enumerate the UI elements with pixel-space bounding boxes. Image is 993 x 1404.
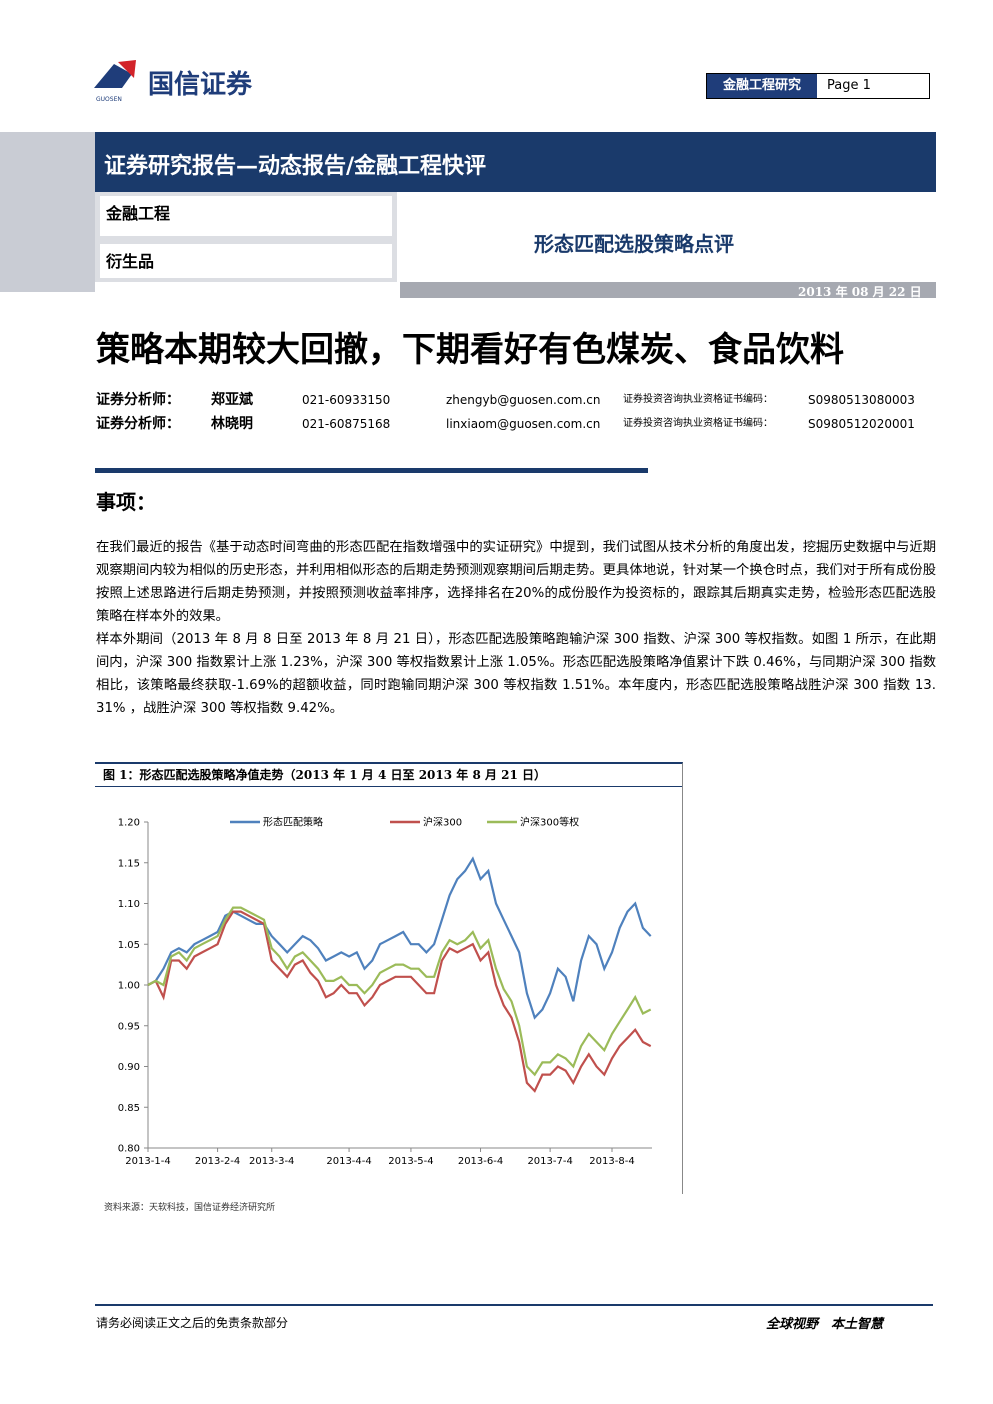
logo-en: GUOSEN bbox=[96, 96, 122, 103]
date: 2013 年 08 月 22 日 bbox=[798, 285, 922, 299]
x-tick-label: 2013-6-4 bbox=[458, 1156, 503, 1167]
series-line bbox=[147, 906, 652, 1077]
analyst-cert-label: 证券投资咨询执业资格证书编码： bbox=[623, 418, 773, 429]
logo-text: 国信证券 bbox=[148, 70, 253, 100]
source: 资料来源：天软科技，国信证券经济研究所 bbox=[104, 1203, 276, 1213]
date-bar bbox=[400, 282, 936, 298]
legend-label: 沪深300 bbox=[423, 816, 462, 829]
y-tick-label: 0.90 bbox=[118, 1062, 140, 1073]
series-line bbox=[147, 856, 652, 1020]
body: 在我们最近的报告《基于动态时间弯曲的形态匹配在指数增强中的实证研究》中提到，我们… bbox=[96, 536, 936, 720]
x-tick-label: 2013-4-4 bbox=[326, 1156, 371, 1167]
analyst-cert: S0980513080003 bbox=[808, 393, 915, 407]
figure-title: 图 1：形态匹配选股策略净值走势（2013 年 1 月 4 日至 2013 年 … bbox=[103, 768, 547, 782]
series-line bbox=[147, 910, 652, 1093]
banner-title: 证券研究报告—动态报告/金融工程快评 bbox=[104, 153, 487, 179]
rule bbox=[95, 468, 648, 473]
analyst-phone: 021-60875168 bbox=[302, 417, 391, 431]
footer-right: 全球视野 本土智慧 bbox=[766, 1317, 884, 1332]
x-tick-label: 2013-8-4 bbox=[589, 1156, 634, 1167]
analyst-name: 郑亚斌 bbox=[211, 392, 253, 408]
rule bbox=[95, 1304, 933, 1306]
chart: 1.201.151.101.051.000.950.900.850.802013… bbox=[118, 816, 652, 1167]
x-tick-label: 2013-1-4 bbox=[125, 1156, 170, 1167]
y-tick-label: 1.20 bbox=[118, 818, 140, 829]
x-tick-label: 2013-5-4 bbox=[388, 1156, 433, 1167]
figure bbox=[95, 762, 683, 1194]
y-tick-label: 0.85 bbox=[118, 1103, 140, 1114]
analyst-role: 证券分析师： bbox=[96, 392, 180, 408]
paragraph: 样本外期间（2013 年 8 月 8 日至 2013 年 8 月 21 日），形… bbox=[96, 632, 936, 716]
x-tick-label: 2013-7-4 bbox=[527, 1156, 572, 1167]
analyst-name: 林晓明 bbox=[211, 416, 253, 432]
rule bbox=[95, 786, 682, 787]
y-tick-label: 0.80 bbox=[118, 1144, 140, 1155]
footer-left: 请务必阅读正文之后的免责条款部分 bbox=[96, 1316, 289, 1330]
legend-label: 沪深300等权 bbox=[520, 816, 579, 829]
section-title: 事项： bbox=[96, 490, 156, 514]
analyst-email: linxiaom@guosen.com.cn bbox=[446, 417, 601, 431]
y-tick-label: 1.05 bbox=[118, 940, 140, 951]
banner-side bbox=[0, 132, 95, 292]
paragraph: 在我们最近的报告《基于动态时间弯曲的形态匹配在指数增强中的实证研究》中提到，我们… bbox=[96, 540, 936, 624]
logo-mark bbox=[94, 60, 136, 88]
y-tick-label: 1.15 bbox=[118, 858, 140, 869]
y-tick-label: 0.95 bbox=[118, 1021, 140, 1032]
subtitle: 形态匹配选股策略点评 bbox=[534, 232, 734, 256]
y-tick-label: 1.00 bbox=[118, 981, 140, 992]
page-num: Page 1 bbox=[827, 78, 871, 93]
x-tick-label: 2013-2-4 bbox=[195, 1156, 240, 1167]
y-tick-label: 1.10 bbox=[118, 899, 140, 910]
tag-box: 金融工程研究 Page 1 bbox=[706, 73, 930, 99]
analyst-cert-label: 证券投资咨询执业资格证书编码： bbox=[623, 394, 773, 405]
analyst-email: zhengyb@guosen.com.cn bbox=[446, 393, 601, 407]
banner bbox=[0, 132, 936, 192]
analyst-role: 证券分析师： bbox=[96, 416, 180, 432]
headline: 策略本期较大回撤，下期看好有色煤炭、食品饮料 bbox=[96, 330, 844, 370]
sector: 衍生品 bbox=[100, 244, 392, 278]
analyst-cert: S0980512020001 bbox=[808, 417, 915, 431]
legend-label: 形态匹配策略 bbox=[263, 816, 323, 829]
page-label: Page bbox=[827, 78, 859, 93]
x-tick-label: 2013-3-4 bbox=[249, 1156, 294, 1167]
page-number: 1 bbox=[862, 78, 871, 93]
analyst-phone: 021-60933150 bbox=[302, 393, 391, 407]
tag: 金融工程研究 bbox=[707, 74, 817, 98]
sector: 金融工程 bbox=[100, 196, 392, 236]
